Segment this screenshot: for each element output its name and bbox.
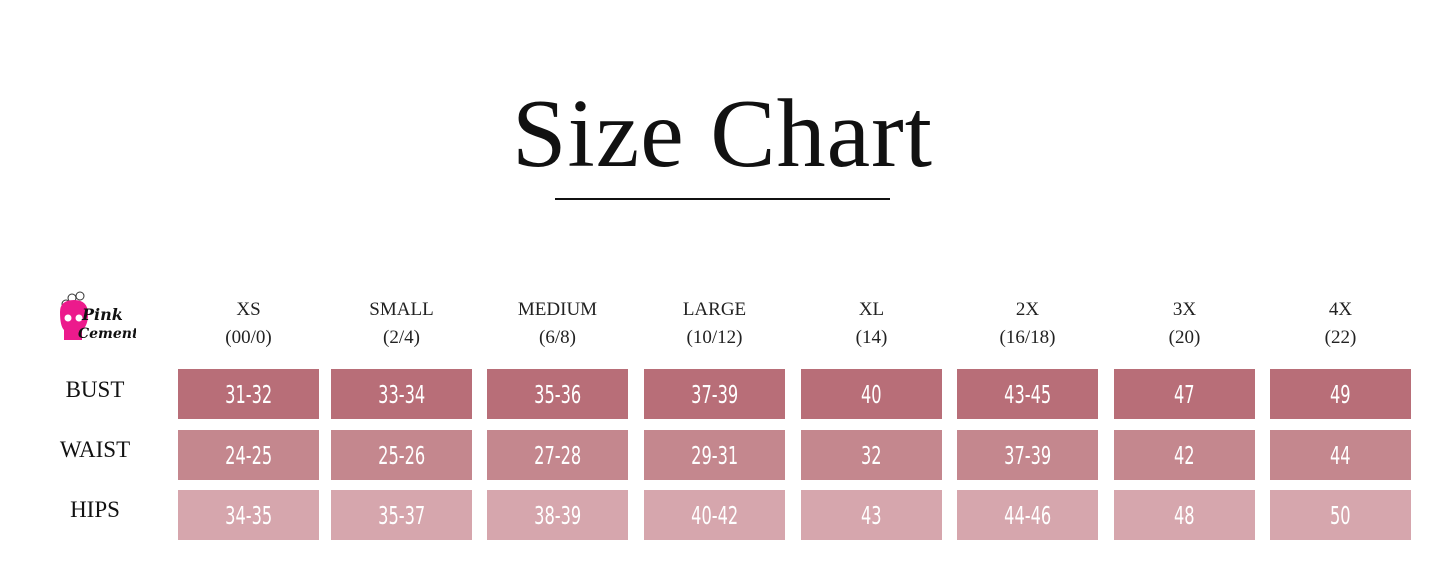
measurement-cell: 32 — [801, 430, 942, 480]
size-name: SMALL — [369, 299, 434, 320]
size-name: LARGE — [682, 299, 747, 320]
measurement-value: 40-42 — [690, 500, 739, 530]
measurement-cell: 48 — [1114, 490, 1255, 540]
measurement-cell: 38-39 — [487, 490, 628, 540]
size-header: 3X (20) — [1114, 296, 1255, 352]
measurement-value: 37-39 — [690, 379, 739, 409]
size-name: 2X — [1015, 299, 1040, 320]
measurement-cell: 42 — [1114, 430, 1255, 480]
size-number: (00/0) — [225, 327, 272, 348]
row-label: HIPS — [70, 497, 120, 522]
measurement-cell: 33-34 — [331, 369, 472, 419]
svg-text:Pink: Pink — [81, 305, 123, 324]
measurement-value: 49 — [1330, 379, 1351, 409]
size-name: XL — [858, 299, 885, 320]
size-number: (22) — [1324, 327, 1357, 348]
size-header: SMALL (2/4) — [331, 296, 472, 352]
size-number: (16/18) — [999, 327, 1056, 348]
measurement-cell: 40-42 — [644, 490, 785, 540]
size-header: LARGE (10/12) — [644, 296, 785, 352]
size-name: 3X — [1172, 299, 1197, 320]
measurement-cell: 40 — [801, 369, 942, 419]
measurement-cell: 31-32 — [178, 369, 319, 419]
measurement-value: 44 — [1330, 440, 1351, 470]
size-name: MEDIUM — [517, 299, 598, 320]
measurement-value: 35-37 — [377, 500, 426, 530]
size-number: (10/12) — [686, 327, 743, 348]
measurement-cell: 34-35 — [178, 490, 319, 540]
measurement-value: 29-31 — [690, 440, 739, 470]
measurement-cell: 24-25 — [178, 430, 319, 480]
measurement-cell: 37-39 — [957, 430, 1098, 480]
size-name: 4X — [1328, 299, 1353, 320]
measurement-value: 25-26 — [377, 440, 426, 470]
measurement-value: 40 — [861, 379, 882, 409]
size-header: XL (14) — [801, 296, 942, 352]
measurement-value: 48 — [1174, 500, 1195, 530]
measurement-value: 43 — [861, 500, 882, 530]
row-label: BUST — [65, 377, 125, 402]
measurement-cell: 35-36 — [487, 369, 628, 419]
measurement-value: 33-34 — [377, 379, 426, 409]
measurement-value: 50 — [1330, 500, 1351, 530]
measurement-value: 32 — [861, 440, 882, 470]
row-label: WAIST — [59, 437, 131, 462]
measurement-value: 37-39 — [1003, 440, 1052, 470]
pink-cement-logo: Pink Cement — [60, 291, 136, 342]
size-number: (14) — [855, 327, 888, 348]
measurement-value: 38-39 — [533, 500, 582, 530]
measurement-cell: 50 — [1270, 490, 1411, 540]
page-title: Size Chart — [512, 80, 933, 188]
measurement-value: 43-45 — [1003, 379, 1052, 409]
measurement-value: 42 — [1174, 440, 1195, 470]
measurement-cell: 44 — [1270, 430, 1411, 480]
measurement-value: 44-46 — [1003, 500, 1052, 530]
title-underline — [555, 198, 890, 200]
size-header: 2X (16/18) — [957, 296, 1098, 352]
measurement-value: 34-35 — [224, 500, 273, 530]
measurement-value: 31-32 — [224, 379, 273, 409]
measurement-cell: 44-46 — [957, 490, 1098, 540]
size-number: (6/8) — [539, 327, 576, 348]
size-header: MEDIUM (6/8) — [487, 296, 628, 352]
size-header: XS (00/0) — [178, 296, 319, 352]
size-name: XS — [236, 299, 261, 320]
measurement-cell: 37-39 — [644, 369, 785, 419]
size-header: 4X (22) — [1270, 296, 1411, 352]
measurement-cell: 43 — [801, 490, 942, 540]
measurement-cell: 43-45 — [957, 369, 1098, 419]
measurement-cell: 25-26 — [331, 430, 472, 480]
measurement-cell: 35-37 — [331, 490, 472, 540]
size-number: (20) — [1168, 327, 1201, 348]
measurement-value: 47 — [1174, 379, 1195, 409]
measurement-value: 35-36 — [533, 379, 582, 409]
measurement-cell: 47 — [1114, 369, 1255, 419]
size-number: (2/4) — [383, 327, 420, 348]
measurement-cell: 29-31 — [644, 430, 785, 480]
measurement-value: 24-25 — [224, 440, 273, 470]
svg-text:Cement: Cement — [78, 326, 136, 342]
measurement-value: 27-28 — [533, 440, 582, 470]
measurement-cell: 49 — [1270, 369, 1411, 419]
measurement-cell: 27-28 — [487, 430, 628, 480]
